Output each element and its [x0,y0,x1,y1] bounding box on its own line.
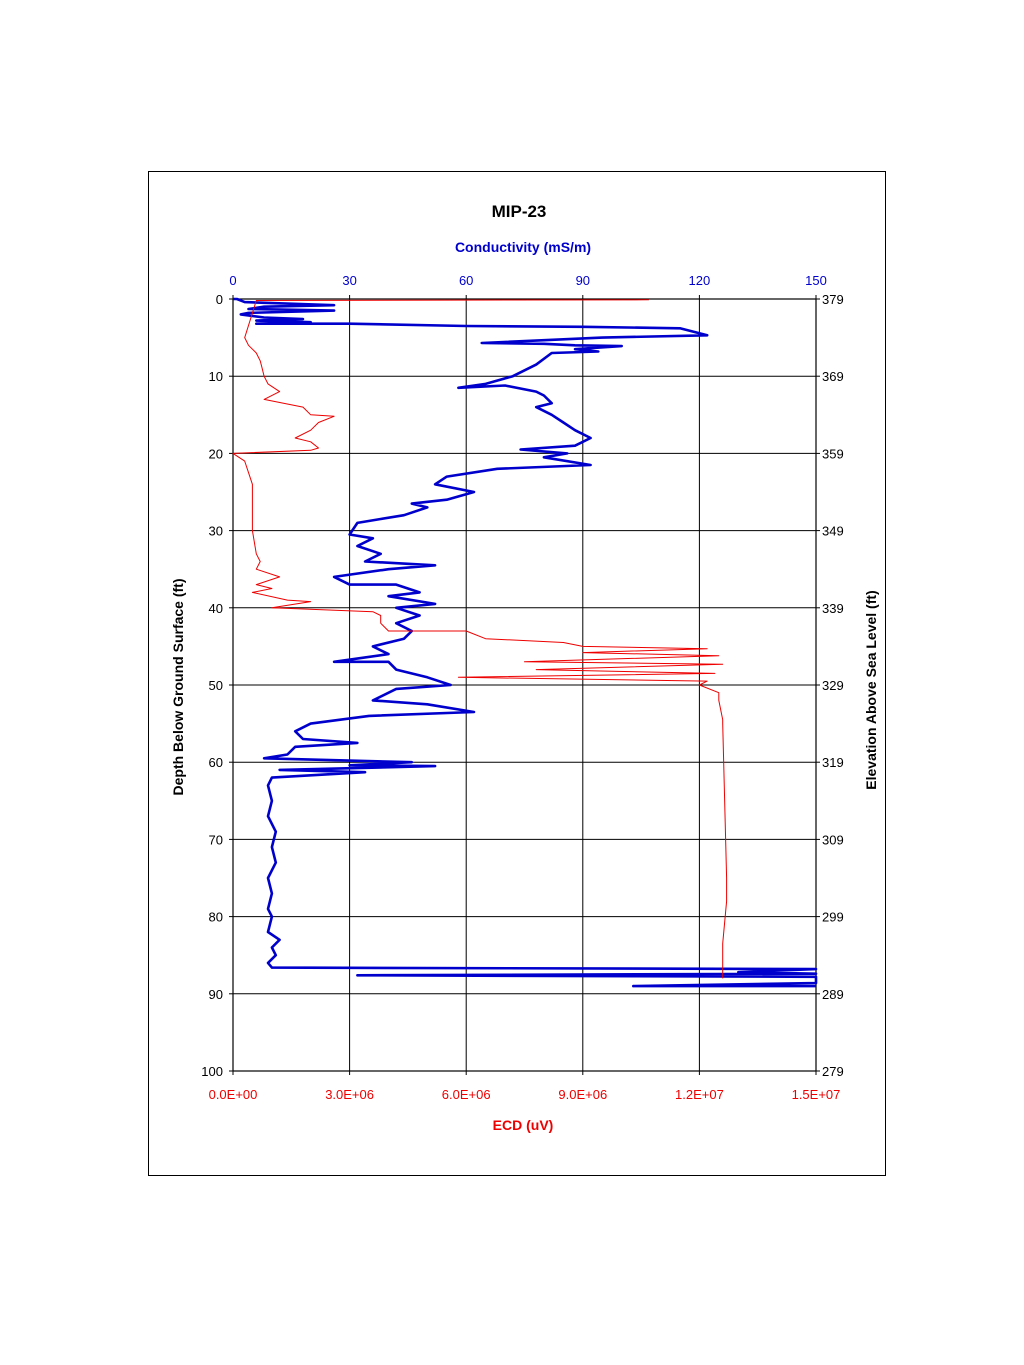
conductivity-tick-label: 120 [689,273,711,288]
depth-tick-label: 100 [201,1064,223,1079]
elevation-tick-label: 319 [822,755,844,770]
elevation-tick-label: 339 [822,601,844,616]
depth-tick-label: 0 [216,292,223,307]
depth-tick-label: 30 [209,524,223,539]
ecd-tick-label: 1.2E+07 [675,1087,724,1102]
elevation-tick-label: 309 [822,832,844,847]
depth-tick-label: 90 [209,987,223,1002]
conductivity-axis-label: Conductivity (mS/m) [455,239,591,255]
elevation-tick-label: 349 [822,524,844,539]
depth-profile-chart: MIP-23 Conductivity (mS/m) ECD (uV) Dept… [170,202,879,1133]
ecd-series-line [232,299,728,979]
depth-axis-label: Depth Below Ground Surface (ft) [170,579,186,796]
conductivity-series-line [233,297,818,988]
depth-tick-label: 50 [209,678,223,693]
conductivity-tick-label: 30 [342,273,356,288]
depth-tick-label: 60 [209,755,223,770]
series-lines [232,297,818,988]
conductivity-tick-label: 90 [576,273,590,288]
depth-tick-label: 20 [209,446,223,461]
tick-labels: 0 0.0E+00 30 3.0E+06 60 6.0E+06 90 9.0E+06 120 1.… [201,273,843,1102]
elevation-tick-label: 379 [822,292,844,307]
depth-tick-label: 40 [209,601,223,616]
ecd-tick-label: 9.0E+06 [558,1087,607,1102]
elevation-tick-label: 359 [822,446,844,461]
depth-tick-label: 80 [209,910,223,925]
ecd-tick-label: 1.5E+07 [792,1087,841,1102]
elevation-tick-label: 299 [822,910,844,925]
elevation-tick-label: 369 [822,369,844,384]
conductivity-tick-label: 0 [229,273,236,288]
depth-tick-label: 70 [209,832,223,847]
conductivity-tick-label: 150 [805,273,827,288]
elevation-axis-label: Elevation Above Sea Level (ft) [863,590,879,789]
ecd-tick-label: 3.0E+06 [325,1087,374,1102]
chart-frame: MIP-23 Conductivity (mS/m) ECD (uV) Dept… [148,171,886,1176]
elevation-tick-label: 289 [822,987,844,1002]
depth-tick-label: 10 [209,369,223,384]
chart-title: MIP-23 [492,202,547,221]
ecd-tick-label: 6.0E+06 [442,1087,491,1102]
conductivity-tick-label: 60 [459,273,473,288]
ecd-axis-label: ECD (uV) [493,1117,554,1133]
elevation-tick-label: 279 [822,1064,844,1079]
elevation-tick-label: 329 [822,678,844,693]
ecd-tick-label: 0.0E+00 [209,1087,258,1102]
grid-lines [229,295,820,1075]
